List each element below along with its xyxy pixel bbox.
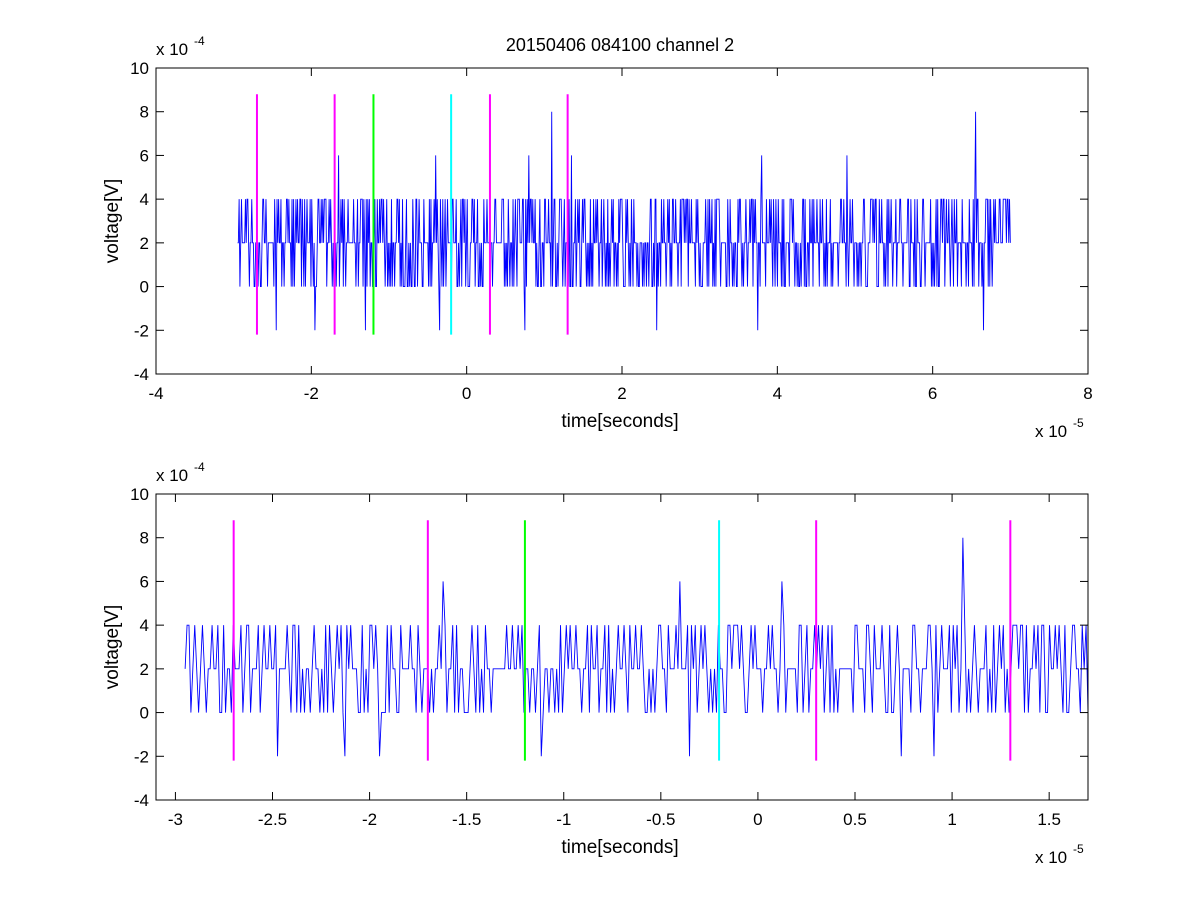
x-tick-label: -1 — [556, 810, 571, 829]
y-tick-label: -2 — [134, 321, 149, 340]
subplot-bottom: -3 -2.5 -2 -1.5 -1 -0.5 0 0.5 1 1.5 -4 -2 0 2 4 6 8 10 ti… — [102, 460, 1089, 867]
x-tick-label: 4 — [773, 384, 782, 403]
voltage-trace — [237, 111, 1011, 331]
series-group-bottom — [184, 520, 1089, 761]
x-tick-label: 0 — [753, 810, 762, 829]
x-exponent-label-bottom: x 10 — [1035, 848, 1067, 867]
axes-box — [155, 493, 1089, 801]
y-axis-label-top: voltage[V] — [102, 179, 123, 264]
y-tick-label: 10 — [130, 485, 149, 504]
x-tick-label: 0 — [462, 384, 471, 403]
y-tick-label: 0 — [140, 278, 149, 297]
x-tick-label: -4 — [148, 384, 163, 403]
y-axis-label-bottom: voltage[V] — [102, 605, 123, 690]
axes-bottom: -3 -2.5 -2 -1.5 -1 -0.5 0 0.5 1 1.5 -4 -2 0 2 4 6 8 10 — [130, 485, 1089, 829]
x-tick-label: -0.5 — [646, 810, 675, 829]
plot-area-bottom — [156, 494, 1088, 800]
x-tick-label: 1.5 — [1037, 810, 1061, 829]
x-tick-label: 0.5 — [843, 810, 867, 829]
x-tick-label: 8 — [1083, 384, 1092, 403]
y-exponent-label-bottom: x 10 — [156, 466, 188, 485]
axes-top: -4 -2 0 2 4 6 8 -4 -2 0 2 4 6 8 10 — [130, 59, 1093, 403]
x-tick-label: -3 — [168, 810, 183, 829]
subplot-top: -4 -2 0 2 4 6 8 -4 -2 0 2 4 6 8 10 time[seconds] volta… — [102, 34, 1093, 441]
x-tick-label: 6 — [928, 384, 937, 403]
y-tick-label: 6 — [140, 572, 149, 591]
x-exponent-power-bottom: -5 — [1073, 842, 1084, 856]
series-group-top — [237, 94, 1011, 335]
x-exponent-power-top: -5 — [1073, 416, 1084, 430]
y-tick-label: -4 — [134, 791, 149, 810]
y-tick-label: 8 — [140, 103, 149, 122]
x-axis-label-bottom: time[seconds] — [561, 837, 678, 858]
y-tick-label: 4 — [140, 616, 149, 635]
y-tick-label: 8 — [140, 529, 149, 548]
x-tick-label: 2 — [617, 384, 626, 403]
y-exponent-power-top: -4 — [194, 34, 205, 48]
x-exponent-label-top: x 10 — [1035, 422, 1067, 441]
y-tick-label: 4 — [140, 190, 149, 209]
y-tick-label: 0 — [140, 704, 149, 723]
x-tick-label: -2 — [304, 384, 319, 403]
x-tick-label: -2 — [362, 810, 377, 829]
y-tick-label: -2 — [134, 747, 149, 766]
y-exponent-label-top: x 10 — [156, 40, 188, 59]
y-tick-label: 2 — [140, 234, 149, 253]
x-tick-label: 1 — [947, 810, 956, 829]
y-tick-label: -4 — [134, 365, 149, 384]
voltage-trace — [184, 537, 1089, 757]
x-axis-label-top: time[seconds] — [561, 411, 678, 432]
y-tick-label: 6 — [140, 146, 149, 165]
y-tick-label: 2 — [140, 660, 149, 679]
x-tick-label: -2.5 — [258, 810, 287, 829]
x-tick-label: -1.5 — [452, 810, 481, 829]
y-exponent-power-bottom: -4 — [194, 460, 205, 474]
y-tick-label: 10 — [130, 59, 149, 78]
figure-title: 20150406 084100 channel 2 — [506, 35, 734, 55]
